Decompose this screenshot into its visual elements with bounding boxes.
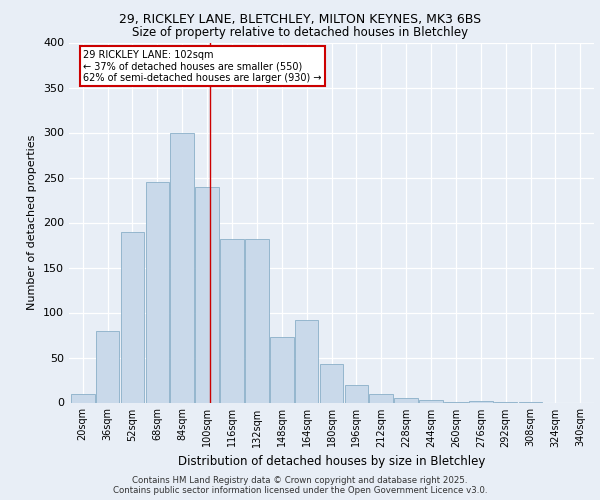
Text: Size of property relative to detached houses in Bletchley: Size of property relative to detached ho… bbox=[132, 26, 468, 39]
Bar bbox=[71, 394, 95, 402]
Bar bbox=[195, 186, 219, 402]
Bar bbox=[370, 394, 393, 402]
Bar bbox=[245, 238, 269, 402]
Bar bbox=[394, 398, 418, 402]
Text: Contains HM Land Registry data © Crown copyright and database right 2025.
Contai: Contains HM Land Registry data © Crown c… bbox=[113, 476, 487, 495]
Bar bbox=[320, 364, 343, 403]
Bar bbox=[469, 400, 493, 402]
Bar bbox=[146, 182, 169, 402]
Bar bbox=[96, 330, 119, 402]
Bar bbox=[419, 400, 443, 402]
X-axis label: Distribution of detached houses by size in Bletchley: Distribution of detached houses by size … bbox=[178, 455, 485, 468]
Y-axis label: Number of detached properties: Number of detached properties bbox=[28, 135, 37, 310]
Text: 29 RICKLEY LANE: 102sqm
← 37% of detached houses are smaller (550)
62% of semi-d: 29 RICKLEY LANE: 102sqm ← 37% of detache… bbox=[83, 50, 322, 83]
Bar bbox=[270, 337, 293, 402]
Bar bbox=[220, 238, 244, 402]
Bar bbox=[344, 384, 368, 402]
Bar bbox=[170, 132, 194, 402]
Bar bbox=[295, 320, 319, 402]
Text: 29, RICKLEY LANE, BLETCHLEY, MILTON KEYNES, MK3 6BS: 29, RICKLEY LANE, BLETCHLEY, MILTON KEYN… bbox=[119, 12, 481, 26]
Bar bbox=[121, 232, 144, 402]
